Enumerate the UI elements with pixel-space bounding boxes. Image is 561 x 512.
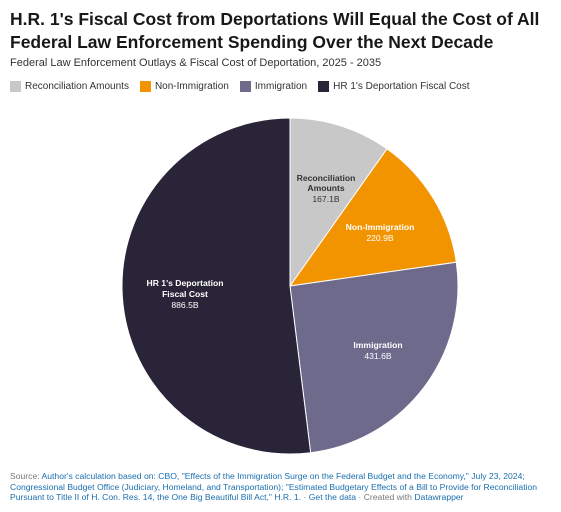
slice-value-reconciliation: 167.1B bbox=[312, 194, 340, 204]
source-text[interactable]: Author's calculation based on: CBO, "Eff… bbox=[10, 471, 538, 502]
legend-label: Immigration bbox=[254, 81, 308, 92]
chart-title: H.R. 1's Fiscal Cost from Deportations W… bbox=[10, 9, 540, 52]
chart-subtitle: Federal Law Enforcement Outlays & Fiscal… bbox=[10, 57, 382, 69]
get-data-link[interactable]: Get the data bbox=[308, 492, 357, 502]
legend-item-non-immigration: Non-Immigration bbox=[139, 81, 229, 92]
legend-swatch bbox=[10, 81, 21, 92]
legend-item-deportation-cost: HR 1's Deportation Fiscal Cost bbox=[318, 81, 470, 92]
slice-deportation-cost bbox=[121, 117, 312, 455]
slice-value-non-immigration: 220.9B bbox=[366, 233, 394, 243]
slice-label-deportation-line2: Fiscal Cost bbox=[162, 289, 208, 299]
legend-label: HR 1's Deportation Fiscal Cost bbox=[333, 81, 470, 92]
slice-label-non-immigration: Non-Immigration bbox=[346, 222, 415, 232]
legend: Reconciliation Amounts Non-Immigration I… bbox=[10, 81, 470, 92]
slice-value-immigration: 431.6B bbox=[364, 351, 392, 361]
slice-value-deportation: 886.5B bbox=[171, 300, 199, 310]
legend-swatch bbox=[239, 81, 251, 92]
pie-chart: Reconciliation Amounts 167.1B Non-Immigr… bbox=[121, 117, 459, 455]
source-prefix: Source: bbox=[10, 471, 42, 481]
source-note: Source: Author's calculation based on: C… bbox=[10, 471, 538, 502]
slice-label-deportation-line1: HR 1's Deportation bbox=[146, 278, 223, 288]
legend-swatch bbox=[139, 81, 151, 92]
slice-reconciliation bbox=[289, 117, 388, 288]
slice-label-immigration: Immigration bbox=[353, 340, 402, 350]
legend-label: Reconciliation Amounts bbox=[25, 81, 129, 92]
slice-label-reconciliation-amounts: Amounts bbox=[307, 183, 344, 193]
slice-immigration bbox=[289, 261, 459, 454]
legend-item-immigration: Immigration bbox=[239, 81, 308, 92]
created-with: Created with bbox=[363, 492, 412, 502]
slice-label-reconciliation: Reconciliation bbox=[297, 173, 356, 183]
legend-label: Non-Immigration bbox=[154, 81, 229, 92]
datawrapper-link[interactable]: Datawrapper bbox=[414, 492, 464, 502]
legend-swatch bbox=[318, 81, 330, 92]
legend-item-reconciliation: Reconciliation Amounts bbox=[10, 81, 129, 92]
slice-non-immigration bbox=[288, 148, 457, 287]
